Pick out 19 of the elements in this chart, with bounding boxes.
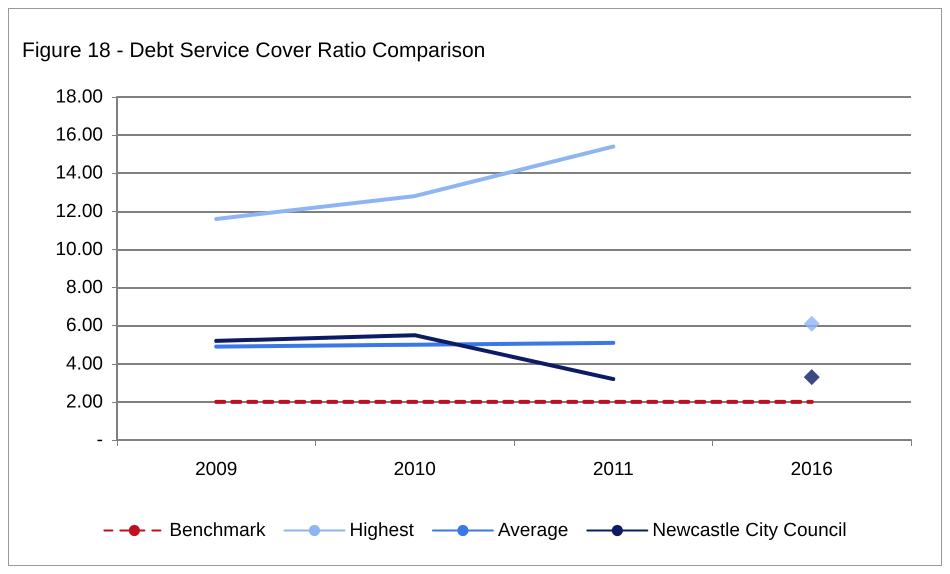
y-tick-label: 10.00 bbox=[55, 238, 103, 260]
x-tick-label: 2016 bbox=[790, 459, 833, 480]
legend-label: Benchmark bbox=[169, 520, 266, 541]
legend-label: Average bbox=[498, 520, 568, 541]
y-tick-label: - bbox=[96, 430, 103, 450]
y-tick-label: 14.00 bbox=[55, 162, 103, 184]
y-tick-label: 18.00 bbox=[55, 86, 103, 108]
y-tick-label: 16.00 bbox=[55, 124, 103, 146]
y-tick-label: 8.00 bbox=[66, 277, 103, 298]
x-tick-label: 2011 bbox=[592, 459, 634, 480]
y-tick-label: 4.00 bbox=[66, 353, 103, 374]
x-tick-label: 2009 bbox=[195, 459, 238, 480]
y-tick-label: 2.00 bbox=[66, 391, 103, 412]
y-tick-label: 12.00 bbox=[55, 200, 103, 222]
x-tick-label: 2010 bbox=[394, 459, 436, 480]
legend-label: Newcastle City Council bbox=[652, 520, 847, 541]
legend-label: Highest bbox=[349, 520, 415, 541]
chart-title: Figure 18 - Debt Service Cover Ratio Comparison bbox=[22, 39, 486, 62]
y-tick-label: 6.00 bbox=[66, 315, 103, 336]
